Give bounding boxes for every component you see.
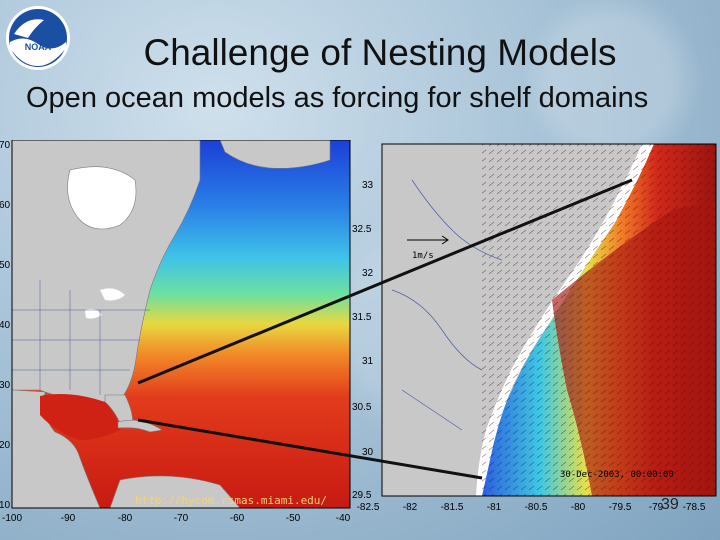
x-tick: -82.5 <box>357 502 380 513</box>
y-tick: 60 <box>0 200 11 211</box>
x-tick: -90 <box>61 513 76 524</box>
noaa-logo: NOAA <box>6 6 70 70</box>
x-tick: -79.5 <box>609 502 632 513</box>
x-tick: -100 <box>2 513 22 524</box>
y-tick: 31 <box>362 356 374 367</box>
x-tick: -78.5 <box>683 502 706 513</box>
x-tick: -81.5 <box>441 502 464 513</box>
y-tick: 10 <box>0 500 11 511</box>
x-tick: -81 <box>487 502 502 513</box>
y-tick: 32.5 <box>352 224 372 235</box>
y-tick: 40 <box>0 320 11 331</box>
x-tick: -79 <box>649 502 664 513</box>
x-tick: -80 <box>571 502 586 513</box>
vector-scale-label: 1m/s <box>412 251 434 261</box>
x-tick: -50 <box>286 513 301 524</box>
atlantic-sst-map: 70 60 50 40 30 20 10 -100 -90 -80 -70 -6… <box>0 140 351 524</box>
x-tick: -40 <box>336 513 351 524</box>
x-tick: -80 <box>118 513 133 524</box>
shelf-velocity-map: 1m/s 30-Dec-2003, 00:00:00 33 32.5 32 31… <box>352 143 717 513</box>
timestamp-label: 30-Dec-2003, 00:00:00 <box>560 470 674 480</box>
x-tick: -80.5 <box>525 502 548 513</box>
slide-subtitle: Open ocean models as forcing for shelf d… <box>26 82 649 114</box>
y-tick: 33 <box>362 180 374 191</box>
slide-number: 39 <box>661 496 679 513</box>
source-url: http://hycom.rsmas.miami.edu/ <box>135 494 327 507</box>
x-tick: -82 <box>403 502 418 513</box>
logo-text: NOAA <box>25 42 52 52</box>
y-tick: 20 <box>0 440 11 451</box>
y-tick: 31.5 <box>352 312 372 323</box>
x-tick: -70 <box>174 513 189 524</box>
y-tick: 50 <box>0 260 11 271</box>
y-tick: 29.5 <box>352 490 372 501</box>
slide-title: Challenge of Nesting Models <box>143 32 617 73</box>
y-tick: 70 <box>0 140 11 151</box>
y-tick: 30.5 <box>352 402 372 413</box>
y-tick: 30 <box>362 447 374 458</box>
x-tick: -60 <box>230 513 245 524</box>
y-tick: 30 <box>0 380 11 391</box>
y-tick: 32 <box>362 268 374 279</box>
